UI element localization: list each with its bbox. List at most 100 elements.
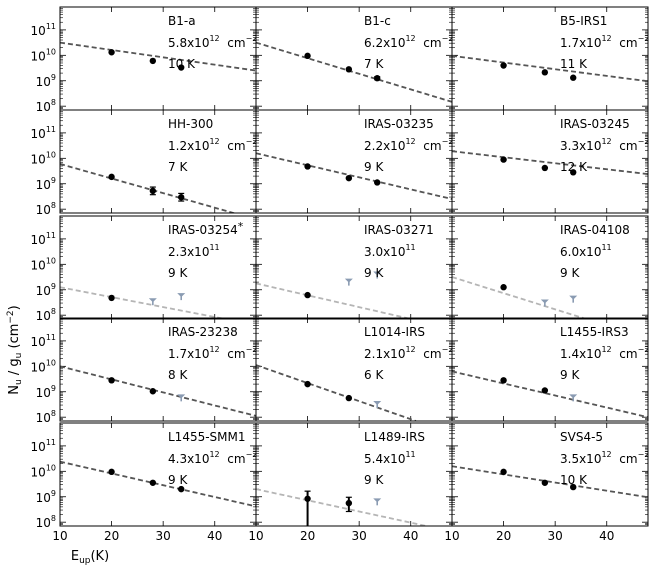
source-name-label: IRAS-23238 [168,325,238,339]
panel-l1455-smm1: 108 109 1010 1011 10 20 30 40 L1455-SMM1 4.3x1012… [31,422,257,543]
temperature-label: 7 K [364,57,384,71]
detection-point [345,66,353,73]
column-density-label: 4.3x1012 cm−2 [168,450,257,466]
y-axis-title-sub2: u [14,353,24,359]
temperature-label: 9 K [364,160,384,174]
column-density-label: 3.0x1011 [364,243,416,259]
column-density-label: 2.3x1011 [168,243,220,259]
fit-line [452,150,648,175]
temperature-label: 6 K [364,368,384,382]
x-tick-label: 30 [352,529,367,543]
y-tick-label: 1010 [31,256,56,272]
detection-point [541,164,549,172]
detection-point [374,179,381,186]
panel-iras-03271: IRAS-03271 3.0x1011 9 K [255,215,453,320]
y-tick-label: 108 [36,514,56,530]
panel-l1014-irs: L1014-IRS 2.1x1012 cm−2 6 K [255,317,453,422]
column-density-label: 3.5x1012 cm−2 [560,450,649,466]
x-tick-label: 40 [599,529,614,543]
detection-point [108,294,115,302]
fit-line [60,365,256,417]
panel-frame [451,317,649,422]
y-axis-title-mid: / g [7,358,22,379]
temperature-label: 9 K [168,473,188,487]
temperature-label: 10 K [560,473,588,487]
panel-iras-03254: 108 109 1010 1011 IRAS-03254* 2.3x1011 9 K [31,215,257,323]
column-density-label: 6.2x1012 cm−2 [364,34,453,50]
temperature-label: 9 K [560,266,580,280]
panel-b5-irs1: B5-IRS1 1.7x1012 cm−2 11 K [451,6,649,111]
column-density-label: 3.3x1012 cm−2 [560,137,649,153]
x-axis-title: Eup(K) [71,549,109,566]
fit-line [452,465,648,499]
y-axis-title-exp: −2 [6,310,16,323]
temperature-label: 9 K [364,473,384,487]
source-name-label: B1-c [364,14,391,28]
panel-svs4-5: 10 20 30 40 SVS4-5 3.5x1012 cm−2 10 K [444,422,649,543]
detection-point [345,394,353,402]
panel-iras-04108: IRAS-04108 6.0x1011 9 K [451,215,649,320]
panel-iras-23238: 108 109 1010 1011 IRAS-23238 1.7x1012 cm−2 8 K [31,317,257,425]
detection-point [541,69,549,76]
column-density-label: 1.2x1012 cm−2 [168,137,257,153]
x-tick-label: 40 [403,529,418,543]
x-tick-label: 20 [104,529,119,543]
x-tick-label: 20 [496,529,511,543]
detection-point [108,377,115,384]
y-tick-label: 108 [36,307,56,323]
column-density-label: 5.8x1012 cm−2 [168,34,257,50]
panel-l1455-irs3: L1455-IRS3 1.4x1012 cm−2 9 K [451,317,649,422]
source-name-label: SVS4-5 [560,430,603,444]
detection-point [345,499,353,507]
temperature-label: 8 K [168,368,188,382]
detection-point [108,173,115,181]
detection-point [570,74,577,81]
x-tick-label: 40 [207,529,222,543]
y-tick-label: 108 [36,201,56,217]
panel-frame [451,215,649,320]
temperature-label: 9 K [364,266,384,280]
upper-limit-marker [569,394,578,399]
y-tick-label: 109 [36,384,56,400]
upper-limit-marker [373,271,382,276]
detection-point [149,479,157,486]
detection-point [178,64,185,71]
y-tick-label: 1011 [31,231,56,247]
y-tick-label: 1011 [31,22,56,38]
detection-point [500,468,507,476]
detection-point [149,388,157,395]
y-tick-label: 109 [36,73,56,89]
temperature-label: 10 K [168,57,196,71]
detection-point [500,62,507,69]
source-name-label: IRAS-04108 [560,223,630,237]
detection-point [108,49,115,56]
panel-frame [451,6,649,111]
column-density-label: 6.0x1011 [560,243,612,259]
panel-frame [59,109,257,214]
y-axis-title: Nu / gu (cm−2) [6,305,24,394]
source-name-label: L1455-IRS3 [560,325,629,339]
column-density-label: 5.4x1011 [364,450,416,466]
detection-point [570,169,577,176]
column-density-label: 1.4x1012 cm−2 [560,345,649,361]
detection-point [304,163,311,170]
x-tick-label: 20 [300,529,315,543]
detection-point [500,284,507,291]
detection-point [178,485,185,493]
x-axis-title-tail: (K) [90,549,109,564]
upper-limit-marker [373,400,382,405]
fit-line [452,370,648,419]
fit-line [60,286,226,319]
source-name-label: IRAS-03271 [364,223,434,237]
column-density-label: 2.1x1012 cm−2 [364,345,453,361]
y-tick-label: 109 [36,282,56,298]
fit-line [256,488,427,526]
detection-point [304,380,311,388]
x-tick-label: 30 [156,529,171,543]
panel-hh-300: 108 109 1010 1011 HH-300 1.2x1012 cm−2 7 K [31,109,257,217]
source-name-label: IRAS-03254* [168,220,244,237]
panel-frame [451,109,649,214]
y-axis-title-close: ) [7,305,22,310]
y-tick-label: 1010 [31,463,56,479]
